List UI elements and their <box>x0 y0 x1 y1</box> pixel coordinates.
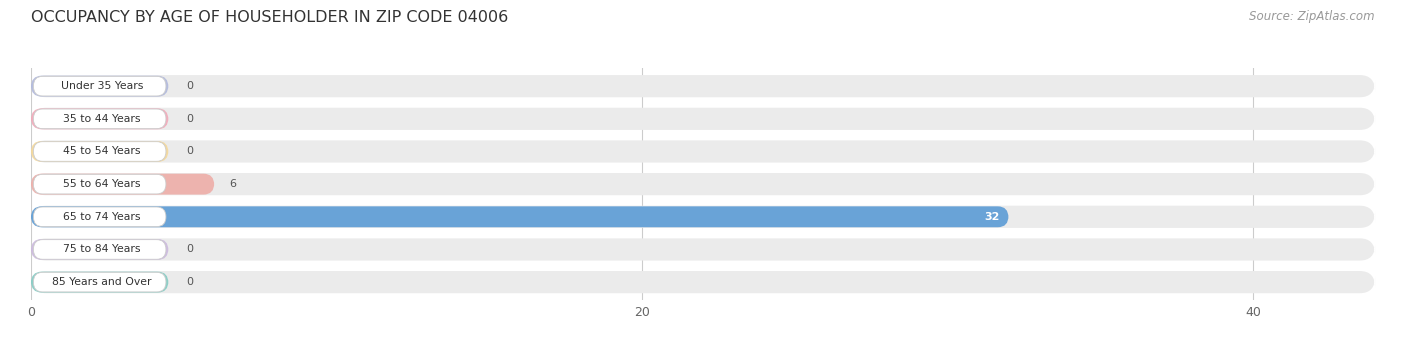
FancyBboxPatch shape <box>34 109 166 129</box>
Text: 0: 0 <box>187 114 194 124</box>
Text: 6: 6 <box>229 179 236 189</box>
FancyBboxPatch shape <box>31 173 1375 195</box>
FancyBboxPatch shape <box>31 206 1008 227</box>
FancyBboxPatch shape <box>31 239 169 260</box>
FancyBboxPatch shape <box>31 108 169 129</box>
Text: 0: 0 <box>187 147 194 157</box>
Text: 35 to 44 Years: 35 to 44 Years <box>63 114 141 124</box>
FancyBboxPatch shape <box>34 142 166 161</box>
Text: 75 to 84 Years: 75 to 84 Years <box>63 244 141 254</box>
Text: 65 to 74 Years: 65 to 74 Years <box>63 212 141 222</box>
FancyBboxPatch shape <box>31 141 169 162</box>
Text: 0: 0 <box>187 277 194 287</box>
FancyBboxPatch shape <box>34 76 166 96</box>
Text: 85 Years and Over: 85 Years and Over <box>52 277 152 287</box>
Text: Under 35 Years: Under 35 Years <box>60 81 143 91</box>
FancyBboxPatch shape <box>31 272 169 293</box>
FancyBboxPatch shape <box>31 108 1375 130</box>
Text: 32: 32 <box>984 212 1000 222</box>
Text: 0: 0 <box>187 244 194 254</box>
FancyBboxPatch shape <box>31 140 1375 163</box>
Text: OCCUPANCY BY AGE OF HOUSEHOLDER IN ZIP CODE 04006: OCCUPANCY BY AGE OF HOUSEHOLDER IN ZIP C… <box>31 10 508 25</box>
FancyBboxPatch shape <box>34 272 166 292</box>
Text: 45 to 54 Years: 45 to 54 Years <box>63 147 141 157</box>
Text: 55 to 64 Years: 55 to 64 Years <box>63 179 141 189</box>
FancyBboxPatch shape <box>34 240 166 259</box>
FancyBboxPatch shape <box>31 75 1375 97</box>
FancyBboxPatch shape <box>31 271 1375 293</box>
Text: Source: ZipAtlas.com: Source: ZipAtlas.com <box>1250 10 1375 23</box>
FancyBboxPatch shape <box>34 207 166 227</box>
FancyBboxPatch shape <box>31 76 169 97</box>
FancyBboxPatch shape <box>34 174 166 194</box>
FancyBboxPatch shape <box>31 206 1375 228</box>
Text: 0: 0 <box>187 81 194 91</box>
FancyBboxPatch shape <box>31 238 1375 261</box>
FancyBboxPatch shape <box>31 174 214 195</box>
